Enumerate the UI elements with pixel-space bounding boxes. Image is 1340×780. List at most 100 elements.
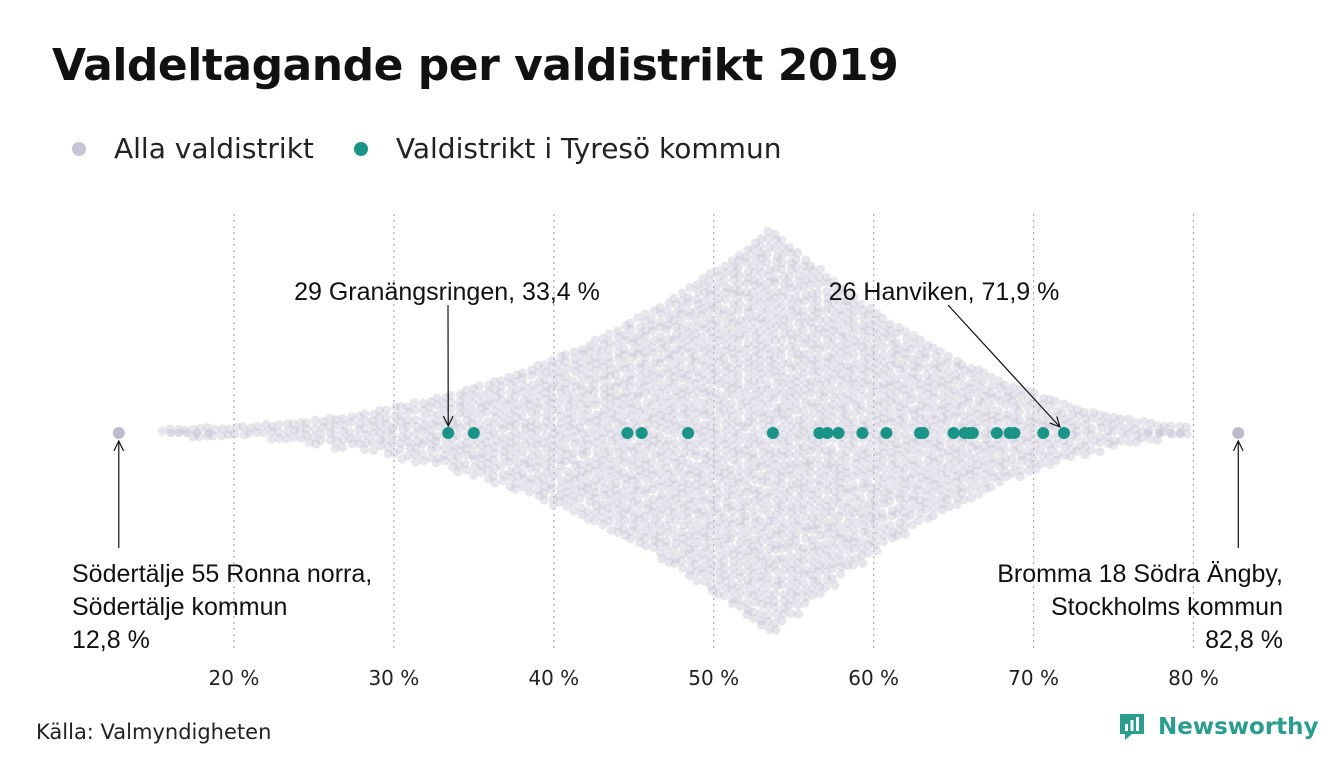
swarm-point — [309, 432, 319, 442]
swarm-point — [764, 564, 774, 574]
swarm-point — [628, 485, 638, 495]
swarm-point — [878, 320, 888, 330]
swarm-point — [468, 450, 478, 460]
swarm-point — [793, 515, 804, 526]
swarm-point — [815, 588, 825, 598]
swarm-point — [490, 385, 500, 395]
swarm-point — [828, 501, 838, 511]
swarm-point — [302, 418, 312, 428]
swarm-point — [893, 422, 903, 432]
swarm-point — [800, 312, 810, 322]
swarm-point — [584, 347, 594, 357]
swarm-point — [762, 379, 772, 389]
swarm-point — [843, 389, 853, 399]
swarm-point — [771, 387, 781, 397]
swarm-point — [743, 381, 753, 391]
swarm-point — [765, 450, 775, 460]
swarm-point — [750, 404, 760, 414]
swarm-point — [554, 497, 565, 507]
swarm-point — [964, 391, 974, 401]
swarm-point — [561, 443, 571, 454]
swarm-point — [829, 392, 839, 402]
swarm-point — [750, 518, 760, 529]
swarm-point — [813, 367, 823, 377]
swarm-point — [634, 459, 644, 469]
swarm-point — [988, 416, 998, 426]
swarm-point — [908, 382, 919, 392]
swarm-point — [829, 463, 839, 473]
swarm-point — [871, 366, 882, 376]
swarm-point — [721, 333, 731, 343]
swarm-point — [266, 434, 277, 444]
swarm-point — [928, 372, 938, 382]
swarm-point — [835, 305, 845, 315]
swarm-point — [481, 400, 491, 410]
swarm-point — [1072, 419, 1083, 429]
swarm-point — [505, 395, 515, 405]
swarm-point — [1074, 411, 1084, 421]
swarm-point — [748, 613, 759, 624]
swarm-point — [455, 440, 465, 450]
swarm-point — [777, 479, 787, 489]
swarm-point — [468, 390, 478, 400]
swarm-point — [1002, 392, 1012, 402]
swarm-point — [957, 388, 968, 398]
swarm-point — [959, 495, 969, 505]
swarm-point — [822, 480, 832, 490]
swarm-point — [584, 490, 594, 500]
swarm-point — [713, 280, 723, 290]
x-tick-label-30: 30 % — [368, 666, 419, 690]
swarm-point — [785, 386, 796, 396]
swarm-point — [591, 493, 601, 503]
swarm-point — [850, 386, 860, 396]
swarm-point — [952, 356, 962, 366]
swarm-point — [633, 494, 643, 504]
swarm-point — [757, 471, 767, 481]
swarm-point — [597, 347, 607, 357]
swarm-point — [375, 406, 385, 416]
swarm-point — [635, 538, 645, 548]
swarm-point — [936, 356, 946, 366]
swarm-point — [979, 368, 989, 378]
swarm-point — [820, 516, 830, 527]
swarm-point — [729, 262, 739, 272]
swarm-point — [799, 426, 809, 436]
swarm-point — [899, 413, 909, 423]
swarm-point — [697, 563, 708, 573]
swarm-point — [841, 296, 852, 306]
swarm-point — [713, 453, 723, 463]
all-districts-swarm — [157, 226, 1192, 635]
swarm-point — [633, 486, 643, 496]
swarm-point — [1116, 414, 1126, 424]
swarm-point — [944, 452, 954, 462]
swarm-point — [462, 450, 472, 460]
swarm-point — [885, 389, 895, 399]
swarm-point — [1024, 410, 1034, 420]
swarm-point — [950, 456, 960, 466]
swarm-point — [625, 382, 635, 392]
swarm-point — [647, 314, 657, 324]
legend-dot-all-icon — [72, 141, 86, 156]
swarm-point — [692, 366, 702, 377]
swarm-point — [426, 445, 436, 456]
swarm-point — [735, 587, 745, 597]
swarm-point — [900, 342, 910, 352]
swarm-point — [289, 432, 299, 442]
swarm-point — [895, 465, 905, 475]
swarm-point — [395, 401, 406, 411]
swarm-point — [650, 357, 660, 367]
swarm-point — [814, 388, 825, 398]
swarm-point — [381, 435, 391, 445]
swarm-point — [700, 420, 710, 430]
swarm-point — [777, 501, 787, 511]
swarm-point — [1010, 403, 1020, 413]
swarm-point — [368, 445, 378, 455]
swarm-point — [714, 472, 725, 483]
swarm-point — [410, 405, 421, 415]
swarm-point — [828, 326, 838, 336]
swarm-point — [462, 415, 472, 425]
swarm-point — [922, 370, 932, 380]
swarm-point — [1074, 441, 1085, 451]
swarm-point — [577, 510, 587, 520]
swarm-point — [352, 432, 362, 443]
